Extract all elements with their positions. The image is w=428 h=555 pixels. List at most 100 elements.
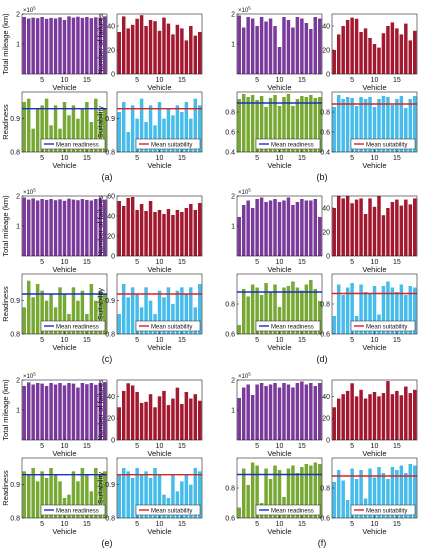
suitability-bar — [368, 468, 372, 518]
readiness-bar — [103, 108, 107, 152]
mileage-bar — [241, 205, 246, 256]
y-tick-label: 0.6 — [225, 130, 235, 137]
y-tick-label: 0.6 — [225, 516, 235, 523]
suitability-bar — [399, 284, 404, 334]
readiness-bar — [49, 125, 53, 152]
y-tick-label: 0.9 — [10, 116, 20, 123]
failures-bar — [381, 393, 386, 440]
failures-bar — [354, 18, 359, 74]
suitability-bar — [148, 300, 153, 334]
readiness-bar — [58, 287, 62, 334]
readiness-bar — [268, 479, 273, 518]
mileage-bar — [22, 17, 26, 74]
mileage-bar — [53, 384, 58, 440]
failures-bar — [117, 32, 121, 74]
failures-bar — [126, 383, 130, 440]
axis-exponent-label: ×105 — [238, 6, 251, 15]
readiness-bar — [282, 287, 286, 334]
readiness-bar — [241, 94, 246, 152]
failures-bar — [336, 196, 341, 256]
mileage-bar — [273, 26, 277, 74]
suitability-bar — [332, 482, 336, 518]
mileage-bar — [40, 383, 44, 440]
failures-bar — [175, 24, 180, 74]
x-tick-label: 10 — [61, 155, 69, 162]
failures-bar — [198, 32, 202, 74]
x-axis-label: Vehicle — [362, 265, 386, 274]
axis-exponent-label: ×105 — [238, 188, 251, 197]
suitability-bar — [359, 97, 363, 152]
suitability-bar — [345, 500, 350, 518]
x-tick-label: 15 — [83, 521, 91, 528]
readiness-bar — [44, 98, 49, 152]
panel-label: (d) — [317, 354, 328, 364]
suitability-bar — [126, 297, 130, 334]
mileage-panel-5: 1 2 5 10 15 Vehicle ×105 — [231, 372, 323, 458]
x-tick-label: 15 — [178, 155, 186, 162]
y-axis-label: Readiness — [1, 286, 10, 322]
x-axis-label: Vehicle — [362, 161, 386, 170]
suitability-bar — [121, 284, 126, 334]
failures-bar — [193, 210, 198, 256]
readiness-bar — [85, 474, 89, 518]
failures-bar — [399, 205, 404, 256]
y-tick-label: 1 — [231, 224, 235, 231]
legend-label: Mean readiness — [56, 142, 99, 148]
failures-bar — [395, 28, 399, 74]
suitability-bar — [363, 292, 368, 334]
readiness-bar — [273, 284, 277, 334]
legend-suitability: Mean suitability — [350, 320, 416, 332]
legend-suitability: Mean suitability — [350, 138, 416, 150]
x-tick-label: 15 — [393, 337, 401, 344]
x-axis-label: Vehicle — [147, 83, 171, 92]
mileage-bar — [268, 18, 273, 74]
y-axis-label: Suitability — [96, 106, 105, 138]
y-tick-label: 2 — [231, 12, 235, 19]
failures-bar — [332, 407, 336, 440]
mileage-bar — [85, 199, 89, 256]
x-axis-label: Vehicle — [52, 161, 76, 170]
suitability-bar — [386, 97, 390, 152]
mileage-panel-0: 1 2 5 10 15 Vehicle Total mileage (km) ×105 — [1, 6, 108, 92]
failures-bar — [121, 206, 126, 256]
mileage-bar — [85, 384, 89, 440]
suitability-bar — [117, 314, 121, 334]
legend-label: Mean readiness — [56, 324, 99, 330]
suitability-panel-3: 0.6 0.8 5 10 15 Vehicle Mean suitability — [320, 273, 418, 352]
suitability-bar — [189, 287, 193, 334]
y-axis-label: Number of failures — [96, 195, 105, 257]
failures-bar — [332, 50, 336, 74]
suitability-bar — [144, 122, 148, 152]
legend-box — [40, 138, 106, 150]
mileage-bar — [295, 17, 300, 74]
readiness-bar — [300, 290, 304, 334]
suitability-bar — [139, 307, 144, 334]
suitability-bar — [162, 297, 166, 334]
suitability-bar — [166, 287, 171, 334]
mileage-bar — [62, 20, 67, 74]
mileage-bar — [67, 16, 71, 74]
x-tick-label: 15 — [298, 259, 306, 266]
x-tick-label: 5 — [350, 77, 354, 84]
readiness-bar — [255, 287, 259, 334]
suitability-bar — [372, 477, 377, 518]
y-tick-label: 0 — [111, 72, 115, 79]
x-tick-label: 15 — [393, 259, 401, 266]
failures-panel-1: 0 20 40 5 10 15 Vehicle — [322, 13, 418, 92]
legend-box — [255, 320, 321, 332]
suitability-bar — [184, 474, 189, 518]
readiness-bar — [318, 97, 322, 152]
legend-suitability: Mean suitability — [135, 320, 201, 332]
suitability-panel-5: 0.6 0.8 5 10 15 Vehicle Mean suitability — [320, 457, 418, 536]
x-tick-label: 5 — [255, 259, 259, 266]
failures-bar — [144, 401, 148, 440]
legend-box — [350, 320, 416, 332]
suitability-bar — [148, 105, 153, 152]
x-tick-label: 5 — [135, 443, 139, 450]
suitability-bar — [171, 474, 175, 518]
readiness-bar — [26, 98, 31, 152]
suitability-bar — [193, 98, 198, 152]
legend-label: Mean readiness — [56, 508, 99, 514]
readiness-bar — [268, 292, 273, 334]
readiness-bar — [26, 474, 31, 518]
